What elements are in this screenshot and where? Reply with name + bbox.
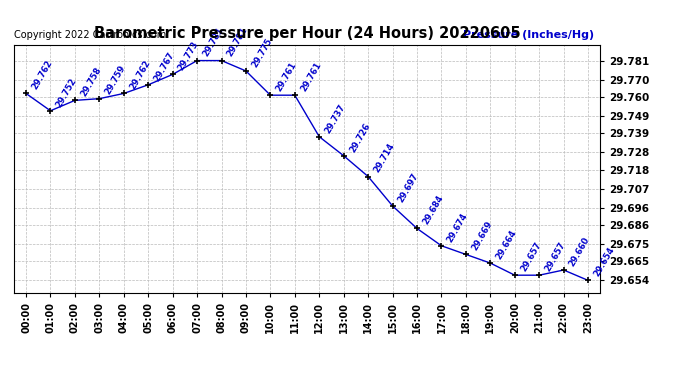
Text: 29.775: 29.775 [250, 36, 274, 69]
Text: 29.660: 29.660 [568, 235, 592, 268]
Text: 29.674: 29.674 [446, 211, 470, 244]
Text: 29.697: 29.697 [397, 171, 421, 204]
Text: 29.761: 29.761 [299, 60, 323, 93]
Text: 29.773: 29.773 [177, 40, 201, 72]
Text: Copyright 2022 Cartronics.com: Copyright 2022 Cartronics.com [14, 30, 166, 40]
Text: 29.758: 29.758 [79, 66, 103, 98]
Text: 29.781: 29.781 [226, 26, 250, 58]
Text: 29.657: 29.657 [543, 240, 567, 273]
Title: Barometric Pressure per Hour (24 Hours) 20220605: Barometric Pressure per Hour (24 Hours) … [94, 26, 520, 41]
Text: 29.714: 29.714 [373, 142, 396, 174]
Text: 29.737: 29.737 [324, 102, 347, 135]
Text: 29.762: 29.762 [30, 59, 55, 91]
Text: 29.761: 29.761 [275, 60, 299, 93]
Text: 29.781: 29.781 [201, 26, 225, 58]
Text: Pressure (Inches/Hg): Pressure (Inches/Hg) [463, 30, 594, 40]
Text: 29.684: 29.684 [421, 194, 445, 226]
Text: 29.762: 29.762 [128, 59, 152, 91]
Text: 29.726: 29.726 [348, 121, 372, 154]
Text: 29.654: 29.654 [592, 246, 616, 278]
Text: 29.657: 29.657 [519, 240, 543, 273]
Text: 29.752: 29.752 [55, 76, 79, 109]
Text: 29.759: 29.759 [104, 64, 128, 96]
Text: 29.669: 29.669 [470, 220, 494, 252]
Text: 29.664: 29.664 [495, 228, 519, 261]
Text: 29.767: 29.767 [152, 50, 176, 82]
